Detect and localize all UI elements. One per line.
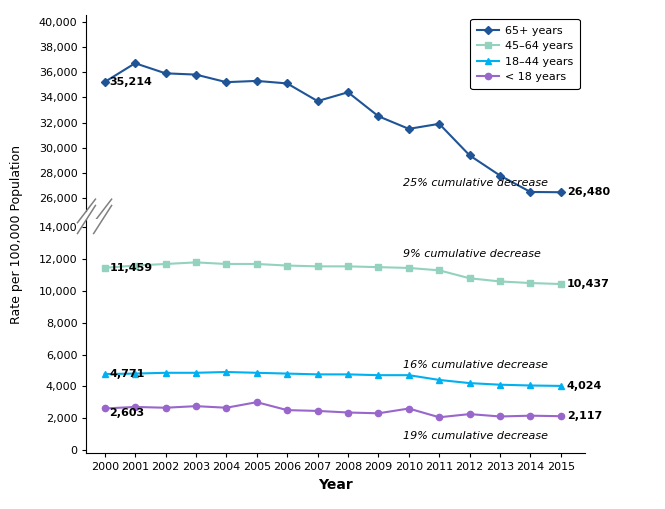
Text: 10,437: 10,437 bbox=[567, 279, 610, 289]
Text: 9% cumulative decrease: 9% cumulative decrease bbox=[403, 249, 541, 260]
Text: 2,603: 2,603 bbox=[109, 409, 144, 418]
Text: 26,480: 26,480 bbox=[567, 187, 610, 197]
Legend: 65+ years, 45–64 years, 18–44 years, < 18 years: 65+ years, 45–64 years, 18–44 years, < 1… bbox=[470, 19, 580, 89]
X-axis label: Year: Year bbox=[319, 477, 353, 492]
Text: 25% cumulative decrease: 25% cumulative decrease bbox=[403, 178, 548, 188]
Text: 4,024: 4,024 bbox=[567, 381, 602, 391]
Text: 16% cumulative decrease: 16% cumulative decrease bbox=[403, 360, 548, 370]
Text: 4,771: 4,771 bbox=[109, 369, 144, 379]
Text: Rate per 100,000 Population: Rate per 100,000 Population bbox=[10, 145, 23, 324]
Text: 19% cumulative decrease: 19% cumulative decrease bbox=[403, 431, 548, 441]
Text: 11,459: 11,459 bbox=[109, 263, 152, 273]
Text: 35,214: 35,214 bbox=[109, 77, 152, 87]
Text: 2,117: 2,117 bbox=[567, 411, 602, 421]
